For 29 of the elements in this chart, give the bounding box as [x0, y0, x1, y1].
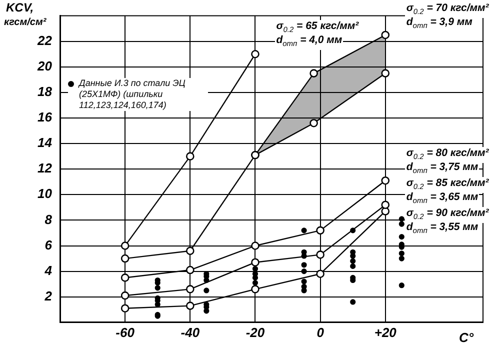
x-tick-label: +20: [374, 324, 398, 340]
x-tick-label: -20: [246, 324, 266, 340]
y-tick-label: 20: [36, 58, 53, 74]
annotation: σ$_{0.2}$ = 85 кгс/мм²: [406, 176, 489, 191]
legend-label: Данные И.3 по стали ЭЦ (25Х1МФ) (шпильки 112,123,124,160,174): [79, 78, 186, 111]
annotation: σ$_{0.2}$ = 65 кгс/мм²: [276, 20, 359, 34]
annotation: d$_{отп}$ = 4,0 мм: [275, 34, 344, 50]
y-tick-label: 10: [38, 186, 53, 202]
annotation: d$_{отп}$ = 3,65 мм: [405, 190, 480, 207]
y-tick-label: 12: [38, 160, 53, 176]
annotation: d$_{отп}$ = 3,9 мм: [405, 16, 474, 32]
annotation: σ$_{0.2}$ = 70 кгс/мм²: [406, 2, 489, 16]
annotation: d$_{отп}$ = 3,55 мм: [405, 220, 480, 237]
y-tick-label: 2: [44, 288, 53, 304]
y-tick-label: 18: [38, 84, 53, 100]
x-axis-title: C°: [459, 330, 474, 345]
x-tick-label: -60: [116, 324, 136, 340]
annotation: d$_{отп}$ = 3,75 мм: [405, 160, 480, 177]
y-tick-label: 22: [36, 32, 53, 48]
y-tick-label: 16: [38, 110, 53, 125]
y-axis-title: KCV, кгсм/см²: [4, 0, 47, 28]
x-tick-label: -40: [180, 324, 200, 340]
annotation: σ$_{0.2}$ = 80 кгс/мм²: [406, 146, 489, 161]
annotation: σ$_{0.2}$ = 90 кгс/мм²: [406, 206, 489, 221]
x-tick-label: 0: [316, 324, 325, 340]
y-tick-label: 14: [38, 135, 53, 150]
y-tick-label: 8: [44, 212, 53, 227]
y-tick-label: 6: [44, 237, 53, 252]
y-tick-label: 4: [44, 262, 53, 278]
